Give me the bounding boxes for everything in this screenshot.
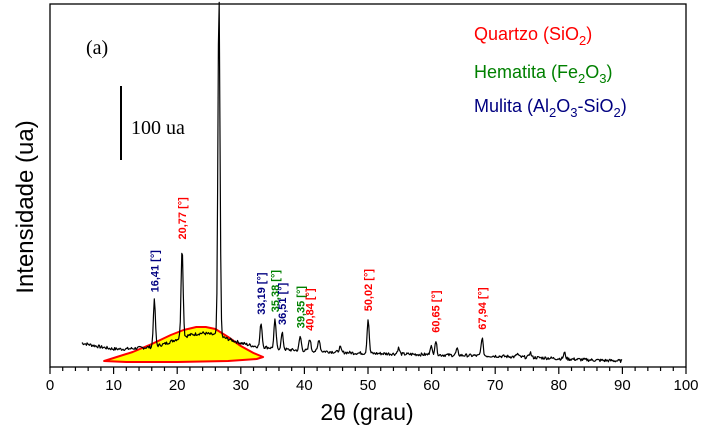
amorphous-halo — [103, 326, 265, 363]
peak-label: 36,51 [°] — [277, 282, 289, 325]
amorphous-halo-shape — [103, 326, 265, 363]
legend-subscript: 2 — [614, 105, 621, 120]
legend-subscript: 3 — [599, 71, 606, 86]
x-tick-label: 0 — [46, 377, 54, 394]
peak-label: 50,02 [°] — [363, 269, 375, 312]
x-tick-label: 30 — [232, 377, 249, 394]
legend-entry: Hematita (Fe2O3) — [474, 62, 613, 86]
x-tick-label: 100 — [673, 377, 698, 394]
legend-text: O — [556, 96, 570, 116]
axes: 0 10 20 30 40 50 60 70 80 90 100 — [46, 367, 699, 394]
peak-label: 40,84 [°] — [305, 288, 317, 331]
peak-label: 60,65 [°] — [431, 290, 443, 333]
legend-text: ) — [607, 62, 613, 82]
legend-text: ) — [586, 24, 592, 44]
peak-label: 20,77 [°] — [177, 197, 189, 240]
plot-area — [49, 3, 687, 368]
x-axis-label: 2θ (grau) — [320, 399, 413, 425]
x-tick-label: 90 — [614, 377, 631, 394]
legend-subscript: 3 — [570, 105, 577, 120]
legend-entry: Mulita (Al2O3-SiO2) — [474, 96, 627, 120]
peak-label: 33,19 [°] — [256, 272, 268, 315]
x-tick-label: 70 — [487, 377, 504, 394]
x-tick-label: 80 — [550, 377, 567, 394]
legend-text: Hematita ( — [474, 62, 557, 82]
xrd-pattern — [81, 1, 623, 363]
legend-text: Mulita ( — [474, 96, 533, 116]
legend-entry: Quartzo (SiO2) — [474, 24, 592, 48]
x-tick-label: 60 — [423, 377, 440, 394]
plot-frame — [49, 3, 687, 368]
scale-bar: 100 ua — [120, 86, 185, 160]
legend-text: Quartzo (SiO — [474, 24, 579, 44]
legend-text: Fe — [557, 62, 578, 82]
y-axis-label: Intensidade (ua) — [12, 120, 39, 293]
legend-subscript: 2 — [579, 33, 586, 48]
legend-subscript: 2 — [578, 71, 585, 86]
peak-labels: 16,41 [°]20,77 [°]26,57 [°]33,19 [°]35,3… — [149, 197, 489, 333]
x-tick-label: 40 — [296, 377, 313, 394]
peak-label: 16,41 [°] — [149, 250, 161, 293]
peak-label: 35,38 [°] — [270, 270, 282, 313]
peak-label: 39,35 [°] — [295, 286, 307, 329]
panel-label: (a) — [86, 37, 108, 59]
scale-bar-label: 100 ua — [131, 117, 185, 139]
xrd-line — [81, 1, 623, 363]
legend: Quartzo (SiO2)Hematita (Fe2O3)Mulita (Al… — [474, 24, 627, 120]
x-tick-label: 50 — [360, 377, 377, 394]
legend-text: -SiO — [578, 96, 614, 116]
legend-subscript: 2 — [549, 105, 556, 120]
x-tick-label: 20 — [169, 377, 186, 394]
peak-label: 67,94 [°] — [477, 287, 489, 330]
legend-text: ) — [621, 96, 627, 116]
x-tick-label: 10 — [105, 377, 122, 394]
legend-text: Al — [533, 96, 549, 116]
legend-text: O — [585, 62, 599, 82]
